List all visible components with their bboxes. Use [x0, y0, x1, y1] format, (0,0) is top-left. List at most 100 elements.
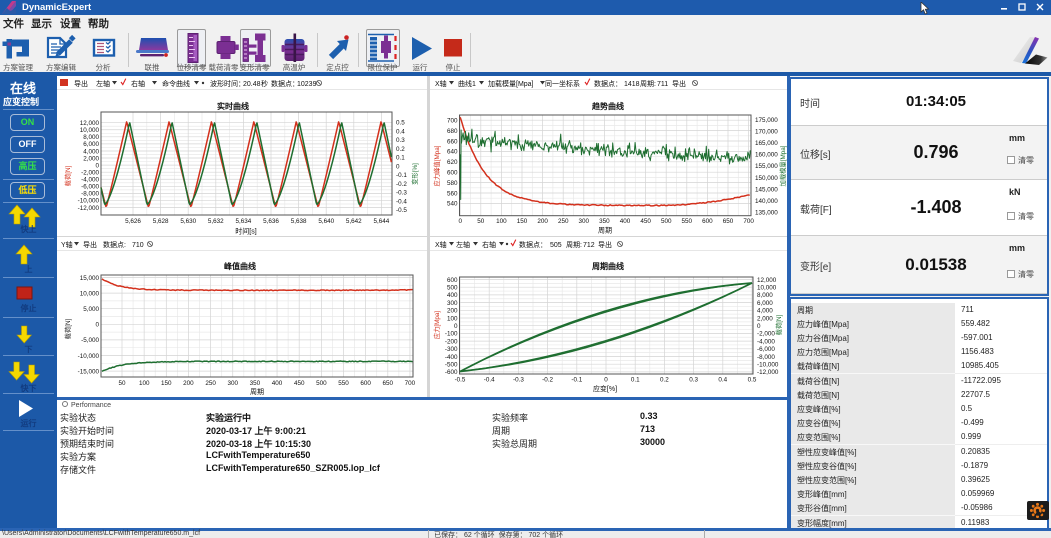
svg-text:周期: 周期: [598, 227, 612, 235]
svg-text:0: 0: [454, 323, 458, 330]
svg-text:600: 600: [702, 218, 713, 225]
svg-text:0: 0: [757, 323, 761, 330]
svg-text:左轴: 左轴: [456, 240, 470, 249]
svg-text:560: 560: [447, 190, 458, 197]
svg-text:0.4: 0.4: [396, 128, 405, 135]
svg-text:550: 550: [682, 218, 693, 225]
svg-text:-0.2: -0.2: [542, 377, 553, 384]
svg-text:-15,000: -15,000: [78, 368, 100, 375]
svg-text:载荷[N]: 载荷[N]: [63, 318, 72, 339]
svg-text:145,000: 145,000: [755, 186, 778, 193]
svg-text:250: 250: [558, 218, 569, 225]
svg-text:X轴: X轴: [435, 240, 447, 249]
svg-text:450: 450: [294, 380, 305, 387]
svg-text:数据点：: 数据点：: [271, 79, 299, 88]
svg-text:711: 711: [657, 81, 668, 88]
svg-text:-0.5: -0.5: [455, 377, 466, 384]
svg-text:550: 550: [338, 380, 349, 387]
svg-text:周期:: 周期:: [566, 241, 582, 249]
svg-text:5,630: 5,630: [180, 218, 196, 225]
svg-text:50: 50: [477, 218, 485, 225]
svg-text:505: 505: [550, 242, 562, 249]
svg-text:-8,000: -8,000: [757, 354, 775, 361]
svg-text:-0.2: -0.2: [396, 181, 407, 188]
svg-text:0.5: 0.5: [396, 120, 405, 127]
svg-text:200: 200: [537, 218, 548, 225]
svg-text:660: 660: [447, 138, 458, 145]
svg-text:0.4: 0.4: [718, 377, 727, 384]
svg-text:趋势曲线: 趋势曲线: [591, 101, 624, 111]
svg-text:700: 700: [743, 218, 754, 225]
svg-text:-600: -600: [445, 369, 458, 376]
svg-text:载荷[N]: 载荷[N]: [774, 314, 783, 335]
svg-text:-8,000: -8,000: [81, 191, 99, 198]
svg-text:6,000: 6,000: [83, 141, 99, 148]
svg-text:实时曲线: 实时曲线: [217, 101, 249, 111]
svg-text:-5,000: -5,000: [81, 337, 99, 344]
svg-text:300: 300: [579, 218, 590, 225]
svg-text:400: 400: [620, 218, 631, 225]
svg-text:10239: 10239: [297, 81, 317, 88]
svg-text:0.2: 0.2: [396, 146, 405, 153]
svg-text:0: 0: [95, 322, 99, 329]
svg-text:5,638: 5,638: [291, 218, 307, 225]
svg-text:0: 0: [604, 377, 608, 384]
svg-text:0.5: 0.5: [748, 377, 757, 384]
svg-text:0: 0: [396, 163, 400, 170]
svg-text:540: 540: [447, 201, 458, 208]
svg-text:600: 600: [447, 277, 458, 284]
svg-text:右轴: 右轴: [131, 79, 145, 88]
svg-text:10,000: 10,000: [80, 127, 100, 134]
svg-text:100: 100: [139, 380, 150, 387]
svg-text:-10,000: -10,000: [757, 362, 779, 369]
svg-text:-0.4: -0.4: [484, 377, 495, 384]
svg-text:135,000: 135,000: [755, 210, 778, 217]
svg-text:曲线1: 曲线1: [458, 79, 476, 88]
svg-text:时间[s]: 时间[s]: [235, 227, 256, 236]
svg-text:4,000: 4,000: [83, 148, 99, 155]
svg-text:155,000: 155,000: [755, 163, 778, 170]
svg-text:变形[%]: 变形[%]: [410, 163, 419, 185]
svg-text:15,000: 15,000: [80, 275, 100, 282]
svg-text:数据点：: 数据点：: [519, 240, 547, 249]
svg-text:0: 0: [458, 218, 462, 225]
svg-text:-0.1: -0.1: [571, 377, 582, 384]
svg-text:300: 300: [447, 300, 458, 307]
svg-text:10,000: 10,000: [757, 285, 777, 292]
svg-text:-0.3: -0.3: [396, 190, 407, 197]
svg-text:同一坐标系: 同一坐标系: [545, 79, 580, 88]
svg-text:加载模量[Mpa]: 加载模量[Mpa]: [488, 79, 534, 88]
svg-text:650: 650: [723, 218, 734, 225]
svg-text:500: 500: [447, 285, 458, 292]
svg-text:12,000: 12,000: [757, 277, 777, 284]
svg-text:-300: -300: [445, 346, 458, 353]
svg-text:5,628: 5,628: [153, 218, 169, 225]
svg-text:-6,000: -6,000: [81, 184, 99, 191]
svg-text:165,000: 165,000: [755, 140, 778, 147]
svg-text:导出: 导出: [83, 240, 97, 249]
svg-text:160,000: 160,000: [755, 152, 778, 159]
svg-text:Y轴: Y轴: [61, 240, 73, 249]
svg-text:640: 640: [447, 149, 458, 156]
svg-text:100: 100: [496, 218, 507, 225]
svg-text:-400: -400: [445, 354, 458, 361]
svg-text:700: 700: [447, 118, 458, 125]
svg-text:712: 712: [583, 242, 595, 249]
svg-text:150,000: 150,000: [755, 175, 778, 182]
svg-text:50: 50: [118, 380, 126, 387]
svg-text:导出: 导出: [74, 79, 88, 88]
svg-text:数据点：: 数据点：: [594, 79, 622, 88]
svg-text:-100: -100: [445, 331, 458, 338]
svg-text:0.3: 0.3: [396, 137, 405, 144]
svg-text:10,000: 10,000: [80, 290, 100, 297]
svg-text:600: 600: [447, 170, 458, 177]
svg-text:应力峰值[Mpa]: 应力峰值[Mpa]: [432, 145, 441, 186]
svg-text:X轴: X轴: [435, 79, 447, 88]
svg-text:左轴: 左轴: [96, 79, 110, 88]
svg-text:20.48: 20.48: [243, 81, 261, 88]
svg-text:6,000: 6,000: [757, 300, 773, 307]
svg-text:-0.3: -0.3: [513, 377, 524, 384]
svg-text:8,000: 8,000: [83, 134, 99, 141]
svg-text:170,000: 170,000: [755, 128, 778, 135]
svg-text:250: 250: [205, 380, 216, 387]
